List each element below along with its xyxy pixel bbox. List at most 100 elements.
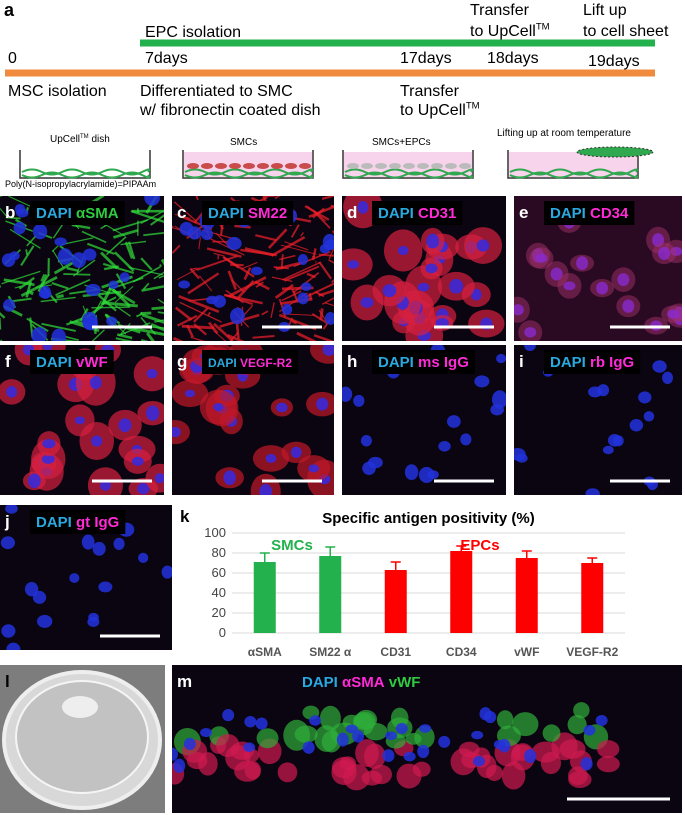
cell — [585, 488, 600, 495]
fiber — [196, 255, 238, 271]
stain-labels: DAPI ms IgG — [378, 354, 469, 371]
cell — [69, 573, 80, 583]
fiber — [112, 219, 148, 232]
cell — [137, 483, 150, 495]
label-text: dish — [89, 134, 110, 145]
fiber — [281, 290, 302, 302]
cell — [347, 163, 359, 169]
stain-label: DAPI — [208, 356, 237, 370]
cell — [201, 163, 213, 169]
fiber — [255, 281, 264, 288]
fiber — [321, 196, 334, 201]
cell — [501, 761, 526, 790]
stain-label: CD31 — [418, 205, 456, 222]
cell — [3, 298, 16, 312]
cell — [200, 228, 214, 241]
fiber — [60, 237, 94, 246]
cell — [449, 278, 464, 294]
x-tick-label: CD34 — [446, 645, 477, 659]
cell — [172, 419, 190, 445]
fiber — [274, 283, 294, 299]
fiber — [53, 261, 75, 275]
stain-label: DAPI — [208, 205, 244, 222]
fiber — [273, 266, 289, 270]
dish — [342, 150, 474, 179]
cell — [184, 389, 196, 398]
cell — [32, 590, 47, 604]
label: 17days — [400, 50, 452, 67]
stain-label: gt IgG — [76, 514, 119, 531]
superscript: TM — [80, 134, 89, 140]
stain-label: CD34 — [590, 205, 629, 222]
cell — [98, 581, 113, 593]
cell — [13, 221, 26, 235]
fiber — [283, 265, 320, 282]
fiber — [223, 256, 255, 278]
fiber — [149, 196, 152, 197]
fiber — [189, 267, 200, 280]
stain-label: DAPI — [378, 354, 414, 371]
fiber — [290, 224, 300, 238]
cell — [265, 453, 277, 463]
cell — [438, 441, 451, 452]
fiber — [41, 322, 76, 332]
cell — [524, 345, 536, 352]
cell — [243, 163, 255, 169]
dish — [507, 150, 639, 179]
pipaam-layer — [509, 171, 639, 179]
micrograph — [0, 665, 165, 813]
cell — [42, 438, 56, 449]
label-bg — [30, 350, 114, 374]
stain-labels: DAPI αSMA — [36, 205, 119, 222]
panel-letter: b — [5, 203, 15, 222]
cell — [244, 761, 262, 780]
fiber — [114, 285, 134, 303]
cell — [597, 384, 610, 397]
cell — [514, 304, 524, 316]
x-tick-label: vWF — [514, 645, 539, 659]
cell — [82, 248, 97, 261]
bar — [253, 562, 276, 633]
fiber — [25, 249, 29, 255]
cell — [576, 256, 589, 271]
cell — [426, 233, 440, 249]
fiber — [116, 333, 133, 340]
bar — [450, 551, 473, 633]
pipaam-layer — [184, 168, 314, 176]
fiber — [190, 336, 206, 341]
pipaam-layer — [21, 171, 151, 179]
cell — [622, 299, 635, 313]
superscript: TM — [536, 22, 550, 33]
fiber — [141, 285, 164, 292]
stain-label: vWF — [76, 354, 108, 371]
y-tick-label: 80 — [212, 545, 226, 560]
cell — [6, 385, 18, 398]
cell — [82, 311, 98, 330]
cell — [308, 464, 320, 473]
fiber — [14, 285, 22, 289]
superscript: TM — [466, 101, 480, 112]
lifted-sheet — [576, 146, 654, 158]
stain-labels: DAPI αSMA vWF — [302, 674, 420, 691]
annotation: EPCs — [460, 537, 499, 554]
cell — [216, 733, 240, 758]
cell — [550, 267, 563, 281]
cell — [179, 221, 194, 236]
cell — [360, 434, 372, 447]
cell — [361, 163, 373, 169]
fiber — [146, 332, 155, 341]
fiber — [157, 298, 164, 305]
label-bg — [30, 201, 125, 225]
label: 0 — [8, 50, 17, 67]
fiber — [308, 292, 313, 300]
cell — [476, 239, 490, 252]
cell — [355, 739, 379, 768]
cell — [667, 309, 680, 319]
fiber — [9, 228, 41, 249]
fiber — [141, 313, 164, 324]
fiber — [293, 250, 331, 268]
cell — [223, 470, 236, 486]
fiber — [261, 310, 269, 316]
cell — [540, 751, 562, 775]
fiber — [37, 274, 48, 293]
